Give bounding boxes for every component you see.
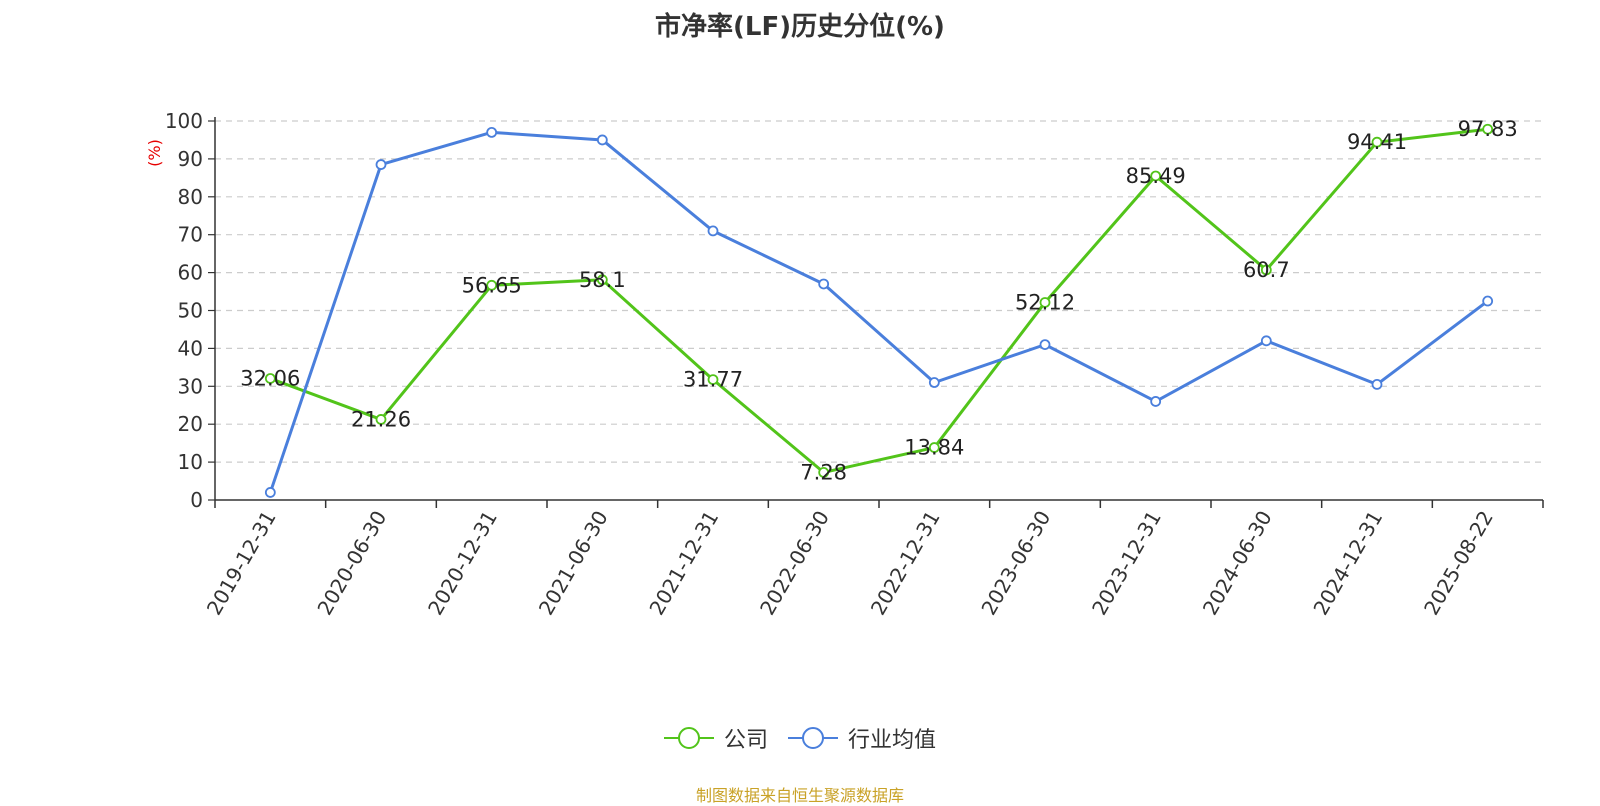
x-tick-label: 2022-06-30 <box>755 507 834 620</box>
data-point[interactable] <box>818 467 830 478</box>
data-point[interactable] <box>707 374 719 385</box>
x-tick-label: 2021-06-30 <box>534 507 613 620</box>
data-point[interactable] <box>596 274 608 286</box>
legend-item-company[interactable]: 公司 <box>663 722 768 754</box>
y-tick-label: 80 <box>178 185 203 209</box>
legend-line-marker-icon <box>663 727 714 749</box>
data-point[interactable] <box>1039 339 1051 351</box>
x-tick-label: 2019-12-31 <box>202 507 281 620</box>
data-point[interactable] <box>1150 170 1162 182</box>
source-note: 制图数据来自恒生聚源数据库 <box>695 786 904 805</box>
data-label: 31.77 <box>683 368 743 392</box>
data-point[interactable] <box>264 373 276 384</box>
legend-item-industry-average[interactable]: 行业均值 <box>788 722 936 754</box>
data-point[interactable] <box>818 278 830 290</box>
y-tick-label: 60 <box>178 261 203 285</box>
y-tick-label: 100 <box>165 109 203 133</box>
data-point[interactable] <box>1039 297 1051 308</box>
series-line-company <box>269 127 1488 474</box>
data-label: 32.06 <box>240 366 300 390</box>
data-label: 60.7 <box>1243 258 1290 282</box>
data-point[interactable] <box>1260 264 1272 276</box>
data-label: 7.28 <box>800 460 847 484</box>
data-point[interactable] <box>1482 295 1494 307</box>
grid-lines <box>215 120 1543 463</box>
data-point[interactable] <box>1371 136 1383 148</box>
data-label: 94.41 <box>1347 130 1407 154</box>
data-point[interactable] <box>375 159 387 170</box>
legend-line-marker-icon <box>788 727 838 749</box>
y-tick-label: 70 <box>178 223 203 247</box>
axes: 0 10 20 30 40 50 60 70 80 90 100 2019-12-31 2020-06-… <box>165 109 1544 620</box>
data-point[interactable] <box>375 414 387 425</box>
y-tick-label: 90 <box>178 147 203 171</box>
legend: 公司 行业均值 <box>0 722 1600 754</box>
data-label: 97.83 <box>1458 117 1518 141</box>
data-point[interactable] <box>707 225 719 237</box>
data-point[interactable] <box>1371 379 1383 390</box>
data-point[interactable] <box>264 487 276 498</box>
data-label: 52.12 <box>1015 290 1075 314</box>
data-label: 85.49 <box>1126 164 1186 188</box>
series-line-industry-average <box>268 130 1489 493</box>
legend-label-company: 公司 <box>723 728 768 753</box>
y-axis-unit-label: (%) <box>145 139 164 167</box>
x-tick-label: 2020-12-31 <box>423 506 502 619</box>
x-tick-label: 2020-06-30 <box>312 507 391 620</box>
series-layer: 32.06 21.26 56.65 58.1 31.77 7.28 13.84 52.12 85… <box>240 117 1518 498</box>
chart-title: 市净率(LF)历史分位(%) <box>655 12 945 42</box>
y-tick-label: 10 <box>178 450 203 474</box>
y-tick-label: 50 <box>178 299 203 323</box>
data-point[interactable] <box>596 134 608 146</box>
y-tick-label: 40 <box>178 336 203 360</box>
data-label: 13.84 <box>904 436 964 460</box>
x-tick-label: 2025-08-22 <box>1419 507 1498 620</box>
y-tick-label: 30 <box>178 374 203 398</box>
x-tick-label: 2023-12-31 <box>1087 507 1166 620</box>
data-point[interactable] <box>928 377 940 388</box>
x-tick-label: 2023-06-30 <box>976 507 1055 620</box>
x-tick-label: 2022-12-31 <box>866 506 945 619</box>
x-tick-label: 2024-12-31 <box>1308 507 1387 620</box>
data-point[interactable] <box>928 442 940 453</box>
data-point[interactable] <box>1482 123 1494 135</box>
data-point[interactable] <box>1260 335 1272 347</box>
y-tick-label: 20 <box>178 412 203 436</box>
data-label: 58.1 <box>579 268 626 292</box>
data-point[interactable] <box>486 279 498 291</box>
data-label: 56.65 <box>462 273 522 297</box>
x-tick-label: 2024-06-30 <box>1198 507 1277 620</box>
data-label: 21.26 <box>351 407 411 431</box>
data-point[interactable] <box>486 126 498 138</box>
legend-label-industry-average: 行业均值 <box>848 728 937 753</box>
data-point[interactable] <box>1150 396 1162 407</box>
x-tick-label: 2021-12-31 <box>644 507 723 620</box>
y-tick-label: 0 <box>190 488 203 512</box>
